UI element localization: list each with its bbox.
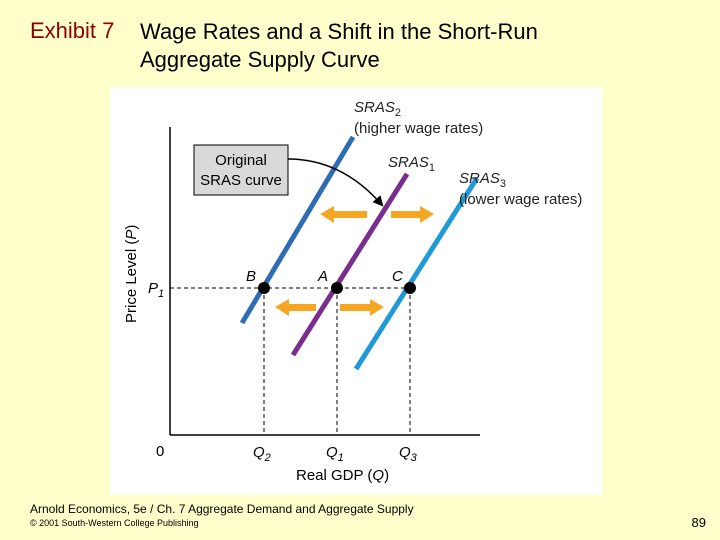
p1-label: P1	[148, 280, 164, 300]
sras1-sub: 1	[429, 162, 435, 174]
origin-label: 0	[156, 443, 164, 460]
shift-left-arrow-lower	[275, 299, 316, 316]
sras1-curve	[290, 172, 410, 357]
sras-diagram: Original SRAS curve B A C SRAS2 (higher …	[110, 87, 602, 495]
point-a-dot	[331, 282, 343, 294]
sras1-label: SRAS1	[388, 154, 435, 174]
point-c-dot	[404, 282, 416, 294]
title-line-1: Wage Rates and a Shift in the Short-Run	[140, 19, 538, 44]
title-line-2: Aggregate Supply Curve	[140, 47, 380, 72]
sras3-curve	[353, 176, 480, 371]
point-b-label: B	[246, 268, 256, 285]
diagram-svg: Original SRAS curve B A C SRAS2 (higher …	[123, 99, 582, 484]
sras3-note: (lower wage rates)	[459, 191, 582, 208]
sras3-sub: 3	[500, 178, 506, 190]
copyright-notice: © 2001 South-Western College Publishing	[30, 518, 199, 528]
shift-right-arrow-upper	[391, 206, 434, 223]
shift-right-arrow-lower	[340, 299, 384, 316]
sras2-note: (higher wage rates)	[354, 120, 483, 137]
sras2-label: SRAS2	[354, 99, 401, 119]
point-c-label: C	[392, 268, 403, 285]
original-sras-box	[193, 144, 289, 196]
sras2-sub: 2	[395, 107, 401, 119]
slide-title: Wage Rates and a Shift in the Short-Run …	[140, 18, 610, 74]
sras3-label: SRAS3	[459, 170, 506, 190]
x-axis-label: Real GDP (Q)	[296, 467, 389, 484]
box-label-line2: SRAS curve	[200, 172, 282, 189]
pointer-arrow	[287, 158, 384, 207]
point-b-dot	[258, 282, 270, 294]
y-axis-label: Price Level (P)	[123, 225, 140, 323]
box-label-line1: Original	[215, 152, 267, 169]
point-a-label: A	[317, 268, 328, 285]
q2-label: Q2	[253, 444, 271, 464]
source-citation: Arnold Economics, 5e / Ch. 7 Aggregate D…	[30, 502, 414, 516]
q1-label: Q1	[326, 444, 344, 464]
shift-left-arrow-upper	[320, 206, 367, 223]
page-number: 89	[691, 515, 706, 530]
q3-label: Q3	[399, 444, 418, 464]
exhibit-label: Exhibit 7	[30, 18, 115, 43]
